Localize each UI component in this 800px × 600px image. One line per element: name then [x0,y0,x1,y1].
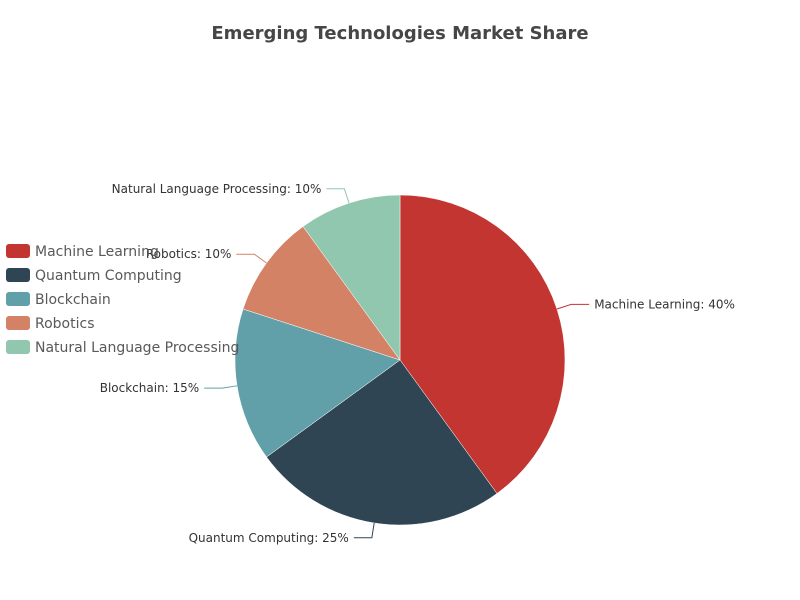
slice-label-quantum-computing: Quantum Computing: 25% [189,531,349,545]
slice-label-blockchain: Blockchain: 15% [100,381,199,395]
legend-label: Quantum Computing [35,268,182,284]
legend-swatch [6,292,30,306]
leader-line-machine-learning [557,304,589,309]
leader-line-robotics [236,254,266,263]
legend-swatch [6,268,30,282]
legend-swatch [6,244,30,258]
legend-label: Robotics [35,316,95,332]
leader-line-quantum-computing [354,523,374,538]
legend-item-robotics[interactable]: Robotics [6,316,95,332]
pie-slices [235,195,565,525]
legend-item-blockchain[interactable]: Blockchain [6,292,111,308]
legend-item-machine-learning[interactable]: Machine Learning [6,244,159,260]
legend-label: Machine Learning [35,244,159,260]
legend-item-quantum-computing[interactable]: Quantum Computing [6,268,182,284]
legend-swatch [6,340,30,354]
slice-label-natural-language-processing: Natural Language Processing: 10% [112,182,322,196]
chart-title: Emerging Technologies Market Share [211,23,588,44]
leader-line-natural-language-processing [326,189,349,203]
legend-swatch [6,316,30,330]
slice-label-machine-learning: Machine Learning: 40% [594,297,735,311]
legend-label: Blockchain [35,292,111,308]
legend-item-natural-language-processing[interactable]: Natural Language Processing [6,340,239,356]
legend-label: Natural Language Processing [35,340,239,356]
leader-line-blockchain [204,386,237,388]
